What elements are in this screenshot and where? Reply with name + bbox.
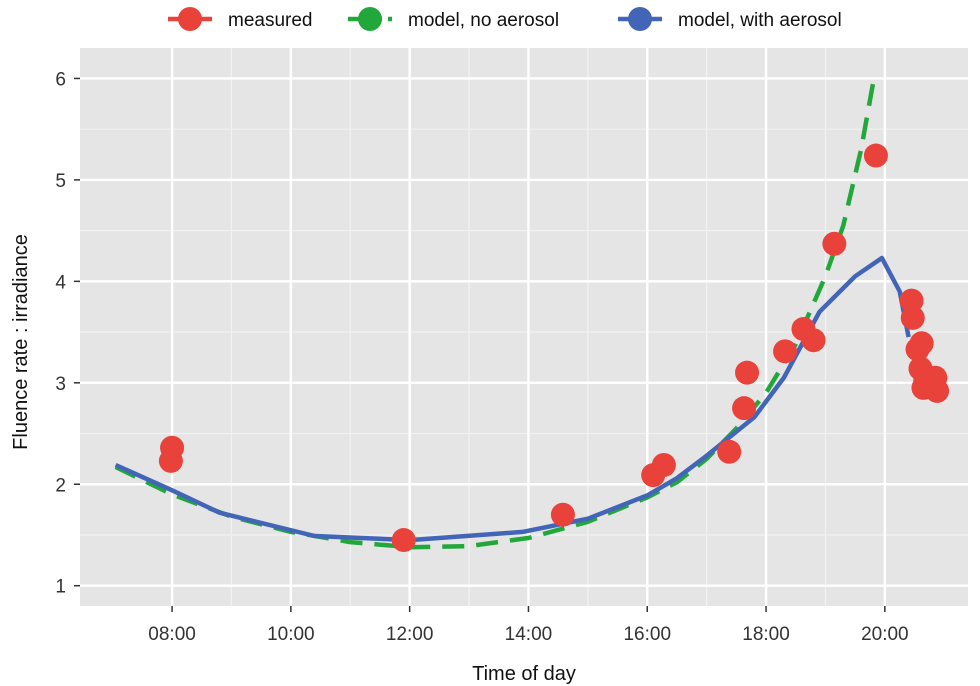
legend-swatch-marker [178, 7, 202, 31]
axis-ticks: 08:00 10:00 12:00 14:00 16:00 18:00 20:00 1 2 3 4 5… [55, 69, 908, 645]
x-tick-label: 18:00 [742, 624, 790, 645]
plot-panel [80, 48, 968, 606]
measured-point [391, 528, 416, 553]
y-tick-label: 6 [55, 69, 66, 90]
measured-point [550, 502, 575, 527]
measured-point [801, 328, 826, 353]
y-tick-label: 4 [55, 272, 66, 293]
x-tick-label: 12:00 [386, 624, 434, 645]
measured-point [651, 452, 676, 477]
legend-label: model, no aerosol [408, 10, 559, 31]
measured-point [911, 375, 936, 400]
model-with-aerosol-line [114, 255, 911, 543]
y-tick-label: 5 [55, 171, 66, 192]
y-tick-label: 3 [55, 374, 66, 395]
measured-point [717, 439, 742, 464]
x-axis-title: Time of day [472, 663, 576, 685]
legend-item: model, with aerosol [618, 7, 842, 31]
model-series [114, 83, 911, 550]
x-tick-label: 10:00 [267, 624, 315, 645]
measured-point [863, 143, 888, 168]
legend-item: measured [168, 7, 313, 31]
x-tick-label: 20:00 [861, 624, 909, 645]
measured-point [732, 396, 757, 421]
legend-swatch-marker [358, 7, 382, 31]
x-tick-label: 14:00 [505, 624, 553, 645]
measured-points [158, 143, 950, 553]
measured-point [773, 339, 798, 364]
legend: measured model, no aerosol model, with aer… [168, 7, 842, 31]
x-tick-label: 08:00 [148, 624, 196, 645]
measured-point [822, 231, 847, 256]
y-axis-title: Fluence rate : irradiance [10, 234, 32, 450]
y-tick-label: 2 [55, 475, 66, 496]
legend-item: model, no aerosol [348, 7, 559, 31]
measured-point [899, 288, 924, 313]
legend-label: model, with aerosol [678, 10, 842, 31]
measured-point [909, 331, 934, 356]
measured-point [158, 448, 183, 473]
legend-swatch-marker [628, 7, 652, 31]
major-gridlines [80, 48, 968, 606]
y-tick-label: 1 [55, 577, 66, 598]
measured-point [900, 305, 925, 330]
legend-label: measured [228, 10, 313, 31]
measured-point [735, 360, 760, 385]
x-tick-label: 16:00 [623, 624, 671, 645]
